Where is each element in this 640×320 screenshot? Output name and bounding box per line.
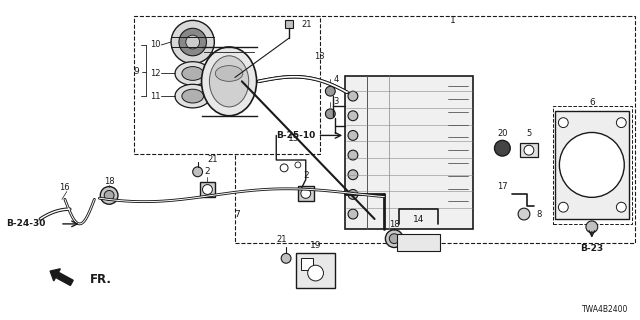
Circle shape [385, 230, 403, 247]
Circle shape [348, 131, 358, 140]
Text: 15: 15 [288, 134, 300, 143]
Text: 18: 18 [104, 177, 115, 186]
Bar [301, 258, 312, 270]
Circle shape [518, 208, 530, 220]
Text: 8: 8 [537, 210, 542, 219]
Circle shape [348, 189, 358, 199]
Circle shape [348, 150, 358, 160]
Ellipse shape [175, 62, 211, 85]
Circle shape [325, 86, 335, 96]
Text: 12: 12 [150, 69, 160, 78]
Circle shape [179, 28, 207, 56]
Text: 20: 20 [497, 129, 508, 138]
Bar [345, 76, 473, 229]
Circle shape [308, 265, 323, 281]
Text: 16: 16 [60, 183, 70, 192]
Circle shape [616, 202, 626, 212]
Circle shape [559, 202, 568, 212]
Bar [296, 253, 335, 288]
Text: 3: 3 [333, 98, 339, 107]
Text: 21: 21 [302, 20, 312, 29]
Circle shape [389, 234, 399, 244]
Circle shape [325, 109, 335, 119]
Ellipse shape [182, 89, 204, 103]
Text: 6: 6 [589, 99, 595, 108]
Text: 17: 17 [497, 182, 508, 191]
Bar [200, 182, 215, 197]
Bar [285, 20, 293, 28]
Text: FR.: FR. [90, 273, 111, 286]
Text: 14: 14 [413, 215, 424, 224]
Bar [520, 143, 538, 157]
Circle shape [100, 187, 118, 204]
Circle shape [559, 118, 568, 128]
Circle shape [348, 111, 358, 121]
Text: 2: 2 [205, 167, 211, 176]
Text: 19: 19 [310, 241, 321, 250]
Circle shape [559, 132, 624, 197]
Ellipse shape [202, 47, 257, 116]
Text: 5: 5 [526, 129, 532, 138]
Circle shape [586, 221, 598, 233]
Circle shape [202, 185, 212, 195]
Bar [552, 106, 632, 224]
Circle shape [301, 188, 310, 198]
Text: B-23: B-23 [580, 244, 604, 253]
Text: TWA4B2400: TWA4B2400 [582, 305, 628, 314]
Circle shape [186, 35, 200, 49]
Circle shape [348, 91, 358, 101]
Circle shape [281, 253, 291, 263]
Circle shape [104, 190, 114, 200]
Bar [235, 16, 635, 243]
Circle shape [348, 170, 358, 180]
Circle shape [171, 20, 214, 64]
Bar [397, 234, 440, 252]
FancyArrow shape [50, 269, 73, 285]
Text: B-25-10: B-25-10 [276, 131, 316, 140]
Bar [298, 186, 314, 201]
Text: 18: 18 [389, 220, 399, 229]
Circle shape [524, 145, 534, 155]
Text: 21: 21 [276, 235, 287, 244]
Ellipse shape [175, 84, 211, 108]
Text: B-24-30: B-24-30 [6, 220, 45, 228]
Text: 4: 4 [333, 75, 339, 84]
Text: 9: 9 [133, 67, 139, 76]
Bar [556, 111, 629, 219]
Text: 10: 10 [150, 40, 160, 50]
Text: 13: 13 [314, 52, 324, 61]
Circle shape [193, 167, 202, 177]
Bar [134, 16, 321, 154]
Circle shape [295, 162, 301, 168]
Ellipse shape [215, 66, 243, 81]
Circle shape [348, 209, 358, 219]
Circle shape [280, 164, 288, 172]
Circle shape [616, 118, 626, 128]
Text: 2: 2 [303, 171, 308, 180]
Ellipse shape [209, 56, 249, 107]
Text: 7: 7 [234, 210, 240, 219]
Ellipse shape [182, 67, 204, 80]
Text: 1: 1 [451, 16, 456, 25]
Circle shape [495, 140, 510, 156]
Text: 11: 11 [150, 92, 160, 100]
Text: 21: 21 [207, 156, 218, 164]
